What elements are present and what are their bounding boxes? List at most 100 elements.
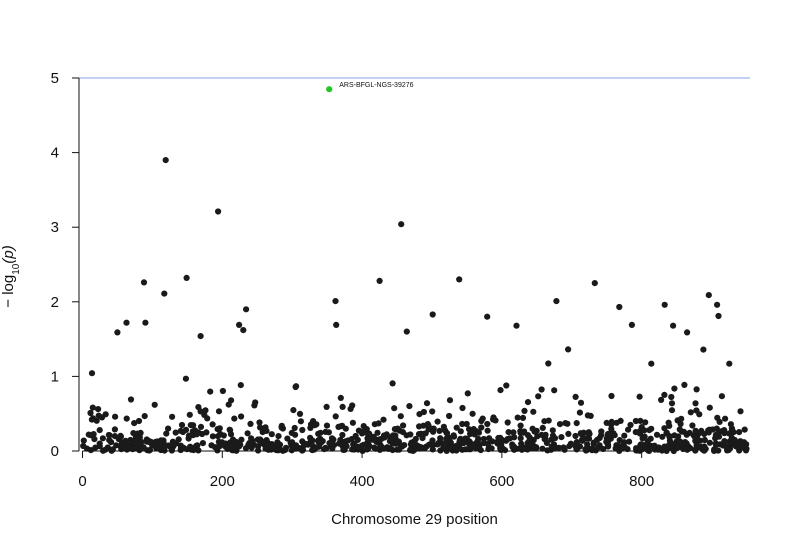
snp-point <box>105 431 112 439</box>
snp-point <box>156 439 163 446</box>
snp-point <box>648 360 655 367</box>
snp-point <box>675 433 682 440</box>
snp-point <box>190 422 197 429</box>
snp-point <box>548 443 555 450</box>
snp-point <box>416 423 423 430</box>
snp-point <box>248 435 255 442</box>
snp-point <box>244 430 251 437</box>
snp-point <box>365 443 372 450</box>
snp-point <box>288 429 295 436</box>
snp-point <box>480 435 487 443</box>
snp-point <box>577 399 585 406</box>
snp-point <box>416 445 423 452</box>
snp-point <box>551 387 558 394</box>
snp-point <box>339 431 346 439</box>
snp-point <box>284 435 291 442</box>
snp-point <box>686 445 693 452</box>
snp-point <box>583 447 590 454</box>
x-tick-label: 0 <box>78 473 86 490</box>
snp-point <box>151 401 158 408</box>
snp-point <box>389 380 396 387</box>
snp-point <box>257 424 264 431</box>
snp-point <box>130 430 137 437</box>
snp-point <box>646 447 653 454</box>
snp-point <box>598 432 605 439</box>
snp-point <box>391 405 398 412</box>
snp-point <box>636 393 643 400</box>
snp-point <box>392 432 399 439</box>
snp-point <box>617 417 624 424</box>
snp-point <box>169 442 176 449</box>
y-axis-title: − log10(p) <box>0 245 22 307</box>
snp-point <box>478 424 485 431</box>
snp-point <box>472 444 479 452</box>
snp-point <box>616 303 623 311</box>
snp-point <box>548 436 555 443</box>
snp-point <box>290 407 297 414</box>
y-tick-label: 4 <box>51 145 59 162</box>
snp-point <box>693 386 700 393</box>
snp-point <box>467 444 474 451</box>
snp-point <box>457 428 464 435</box>
snp-point <box>214 433 222 440</box>
snp-point <box>517 422 524 429</box>
snp-point <box>185 432 193 439</box>
snp-point <box>628 321 636 328</box>
snp-point <box>237 382 244 389</box>
snp-point <box>545 417 552 424</box>
snp-point <box>95 406 102 413</box>
snp-point <box>682 439 689 446</box>
snp-point <box>89 404 96 411</box>
snp-point <box>737 408 744 415</box>
snp-point <box>332 413 339 420</box>
snp-point <box>383 431 390 438</box>
snp-point <box>716 418 723 425</box>
snp-point <box>141 413 148 420</box>
snp-point <box>524 446 531 453</box>
snp-point <box>165 425 172 432</box>
snp-point <box>499 445 506 452</box>
snp-point <box>668 407 676 414</box>
snp-point <box>712 435 719 442</box>
snp-point <box>509 441 516 448</box>
snp-point <box>448 442 455 449</box>
snp-point <box>394 425 401 432</box>
snp-point <box>488 445 495 452</box>
snp-point <box>195 404 202 411</box>
snp-point <box>484 420 491 428</box>
snp-point <box>475 429 482 436</box>
snp-point <box>228 397 235 404</box>
snp-point <box>521 407 528 414</box>
snp-point <box>591 280 598 287</box>
snp-point <box>91 436 98 443</box>
snp-point <box>653 431 661 438</box>
snp-point <box>135 440 142 447</box>
y-tick-label: 5 <box>51 70 59 87</box>
snp-point <box>389 446 396 454</box>
snp-point <box>560 444 567 451</box>
snp-point <box>590 439 597 446</box>
snp-point <box>587 412 594 419</box>
snp-point <box>403 328 410 335</box>
snp-point <box>721 430 728 437</box>
snp-point <box>370 433 377 440</box>
snp-point <box>539 445 546 452</box>
snp-point <box>592 447 599 454</box>
snp-point <box>484 313 491 320</box>
snp-point <box>534 433 541 440</box>
snp-point <box>215 408 223 415</box>
snp-point <box>690 432 697 439</box>
snp-point <box>118 439 126 446</box>
snp-point <box>539 424 546 431</box>
snp-point <box>627 421 634 429</box>
snp-point <box>603 419 610 426</box>
snp-point <box>123 415 130 422</box>
snp-point <box>538 386 545 393</box>
snp-point <box>187 443 194 450</box>
snp-point <box>421 445 428 452</box>
snp-point <box>309 447 316 454</box>
highlighted-snp-point <box>326 86 333 93</box>
snp-point <box>545 360 552 367</box>
snp-point <box>531 428 538 435</box>
snp-point <box>736 429 743 436</box>
